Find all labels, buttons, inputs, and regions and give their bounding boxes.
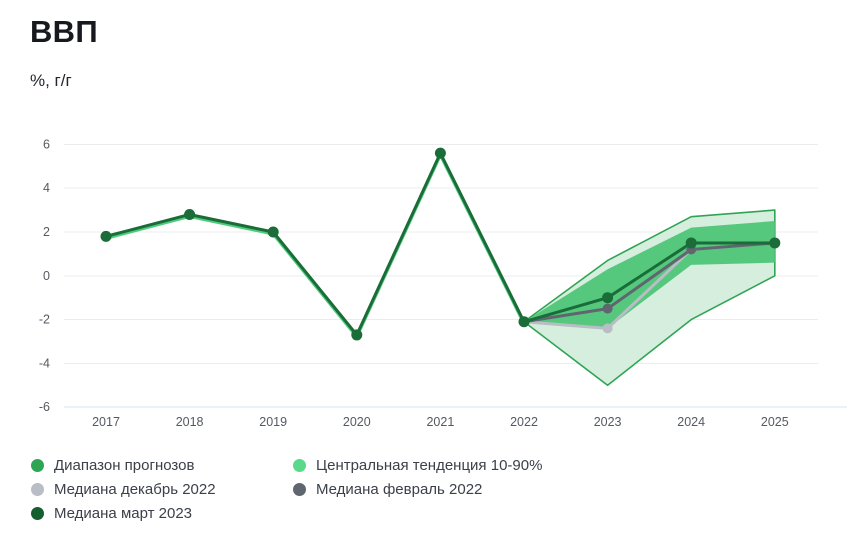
legend-marker-icon [31, 482, 44, 496]
x-tick-label-2022: 2022 [510, 415, 538, 429]
legend-item-медиана-февраль-2022[interactable]: Медиана февраль 2022 [293, 477, 542, 501]
legend-item-центральная-тенденция-10-90%[interactable]: Центральная тенденция 10-90% [293, 453, 542, 477]
x-tick-label-2018: 2018 [176, 415, 204, 429]
y-tick-label--4: -4 [39, 356, 50, 370]
y-tick-label--2: -2 [39, 313, 50, 327]
legend-item-медиана-март-2023[interactable]: Медиана март 2023 [31, 501, 216, 525]
y-tick-label-6: 6 [43, 137, 50, 151]
legend-item-label: Медиана февраль 2022 [316, 480, 483, 498]
y-tick-label-2: 2 [43, 225, 50, 239]
legend-item-медиана-декабрь-2022[interactable]: Медиана декабрь 2022 [31, 477, 216, 501]
data-point-2023-медиана-март-2023[interactable] [602, 292, 614, 304]
data-point-2024-медиана-март-2023[interactable] [685, 237, 697, 249]
series-line-медиана-февраль-2022 [522, 241, 777, 324]
history-range-edge-line [104, 153, 526, 339]
chart-legend-column-1: Диапазон прогнозов Медиана декабрь 2022 Ме… [31, 453, 216, 525]
y-tick-label-4: 4 [43, 181, 50, 195]
chart-title: ВВП [30, 14, 98, 49]
chart-units-label: %, г/г [30, 71, 72, 90]
data-point-2022-медиана-март-2023[interactable] [518, 316, 530, 328]
y-tick-label-0: 0 [43, 269, 50, 283]
chart-legend-column-2: Центральная тенденция 10-90% Медиана февр… [293, 453, 542, 501]
data-point-2021-медиана-март-2023[interactable] [434, 147, 446, 159]
legend-marker-icon [293, 482, 306, 496]
data-point-2019-медиана-март-2023[interactable] [267, 226, 279, 238]
legend-item-label: Диапазон прогнозов [54, 456, 195, 474]
legend-marker-icon [31, 458, 44, 472]
data-point-2020-медиана-март-2023[interactable] [351, 329, 363, 341]
legend-marker-icon [31, 506, 44, 520]
forecast-band-central-tendency [106, 153, 775, 335]
x-tick-label-2020: 2020 [343, 415, 371, 429]
x-tick-label-2019: 2019 [259, 415, 287, 429]
legend-marker-icon [293, 458, 306, 472]
x-tick-label-2024: 2024 [677, 415, 705, 429]
x-tick-label-2017: 2017 [92, 415, 120, 429]
y-tick-label--6: -6 [39, 400, 50, 414]
data-point-2023-медиана-февраль-2022[interactable] [602, 303, 613, 314]
x-tick-label-2021: 2021 [426, 415, 454, 429]
data-point-2018-медиана-март-2023[interactable] [184, 208, 196, 220]
legend-item-label: Центральная тенденция 10-90% [316, 456, 543, 474]
data-point-2017-медиана-март-2023[interactable] [100, 230, 112, 242]
x-tick-label-2025: 2025 [761, 415, 789, 429]
data-point-2023-медиана-декабрь-2022[interactable] [602, 323, 613, 334]
legend-item-label: Медиана декабрь 2022 [54, 480, 216, 498]
legend-item-label: Медиана март 2023 [54, 504, 193, 522]
x-tick-label-2023: 2023 [594, 415, 622, 429]
legend-item-диапазон-прогнозов[interactable]: Диапазон прогнозов [31, 453, 216, 477]
data-point-2025-медиана-март-2023[interactable] [769, 237, 781, 249]
